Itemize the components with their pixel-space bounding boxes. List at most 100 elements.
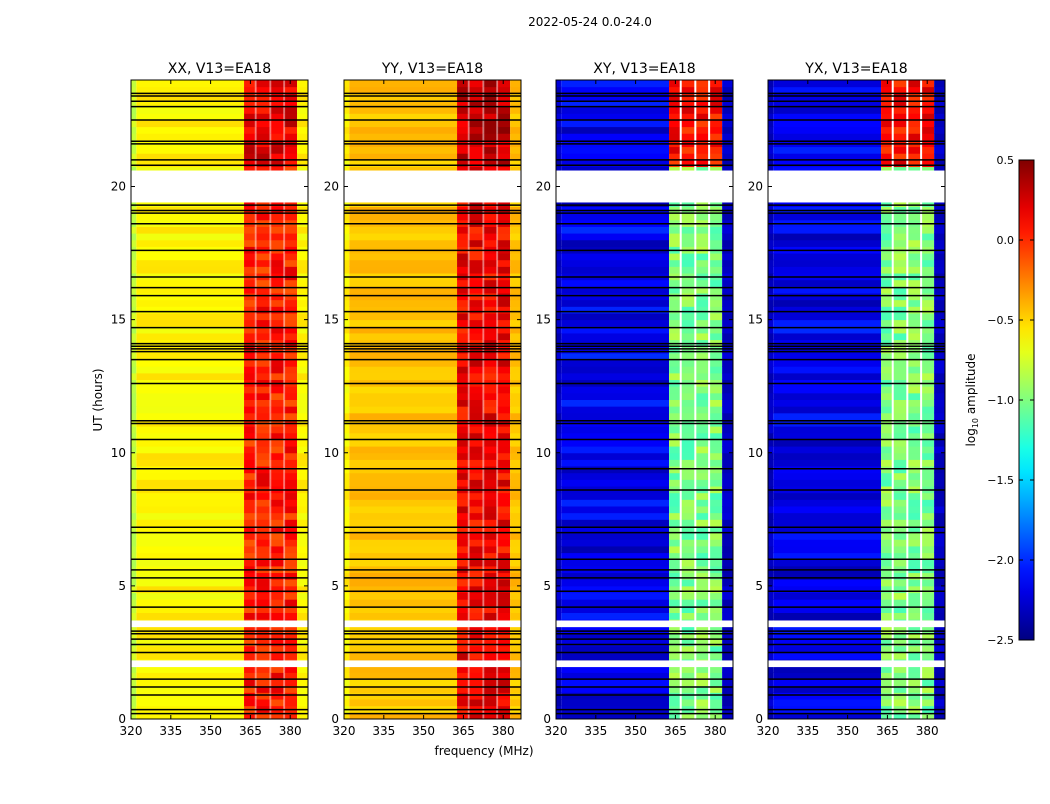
heatmap-cell — [561, 525, 670, 534]
heatmap-cell — [722, 539, 733, 547]
heatmap-cell — [244, 579, 256, 587]
heatmap-cell — [892, 86, 908, 94]
heatmap-cell — [457, 545, 469, 554]
heatmap-cell — [768, 119, 774, 128]
heatmap-cell — [497, 406, 511, 414]
heatmap-cell — [136, 599, 245, 607]
heatmap-cell — [881, 559, 893, 567]
y-tick-label: 10 — [748, 446, 763, 460]
heatmap-cell — [349, 466, 458, 474]
heatmap-cell — [297, 625, 308, 633]
heatmap-cell — [483, 472, 498, 480]
heatmap-cell — [921, 512, 935, 520]
heatmap-cell — [244, 406, 256, 414]
heatmap-cell — [483, 599, 498, 607]
heatmap-cell — [934, 133, 945, 141]
heatmap-cell — [483, 412, 498, 420]
heatmap-cell — [349, 266, 458, 274]
heatmap-cell — [680, 645, 696, 653]
heatmap-cell — [561, 652, 670, 660]
heatmap-cell — [284, 392, 298, 400]
heatmap-cell — [483, 286, 498, 294]
heatmap-cell — [773, 625, 882, 633]
heatmap-cell — [483, 113, 498, 121]
heatmap-cell — [483, 632, 498, 640]
heatmap-cell — [255, 306, 271, 314]
heatmap-cell — [457, 113, 469, 121]
heatmap-cell — [934, 492, 945, 500]
heatmap-cell — [344, 312, 350, 321]
heatmap-cell — [921, 699, 935, 707]
heatmap-cell — [468, 319, 484, 327]
heatmap-cell — [497, 412, 511, 420]
heatmap-cell — [907, 639, 922, 647]
heatmap-cell — [907, 539, 922, 547]
heatmap-cell — [349, 253, 458, 261]
heatmap-cell — [934, 312, 945, 321]
heatmap-cell — [468, 699, 484, 707]
heatmap-cell — [722, 579, 733, 587]
heatmap-cell — [773, 279, 882, 287]
heatmap-cell — [349, 592, 458, 600]
heatmap-cell — [349, 499, 458, 507]
heatmap-cell — [695, 86, 710, 94]
heatmap-cell — [680, 286, 696, 294]
heatmap-cell — [255, 572, 271, 580]
heatmap-cell — [255, 685, 271, 693]
heatmap-cell — [892, 319, 908, 327]
heatmap-cell — [892, 366, 908, 374]
heatmap-cell — [934, 119, 945, 128]
heatmap-cell — [881, 259, 893, 267]
heatmap-cell — [510, 472, 521, 480]
heatmap-cell — [255, 439, 271, 447]
heatmap-cell — [561, 479, 670, 487]
heatmap-cell — [131, 126, 137, 134]
heatmap-cell — [349, 93, 458, 101]
heatmap-cell — [680, 213, 696, 221]
heatmap-cell — [881, 366, 893, 374]
heatmap-cell — [921, 652, 935, 660]
heatmap-cell — [768, 652, 774, 660]
heatmap-cell — [934, 406, 945, 414]
heatmap-cell — [669, 213, 681, 221]
heatmap-cell — [934, 559, 945, 567]
heatmap-cell — [468, 406, 484, 414]
heatmap-cell — [709, 439, 723, 447]
heatmap-cell — [680, 685, 696, 693]
heatmap-cell — [510, 592, 521, 600]
heatmap-cell — [284, 679, 298, 687]
heatmap-cell — [136, 352, 245, 361]
heatmap-cell — [680, 312, 696, 321]
heatmap-cell — [695, 712, 710, 720]
heatmap-cell — [349, 632, 458, 640]
heatmap-cell — [297, 679, 308, 687]
heatmap-cell — [709, 113, 723, 121]
heatmap-cell — [709, 625, 723, 633]
heatmap-cell — [934, 266, 945, 274]
heatmap-cell — [468, 119, 484, 128]
heatmap-cell — [561, 545, 670, 554]
heatmap-cell — [344, 579, 350, 587]
heatmap-cell — [270, 406, 285, 414]
heatmap-cell — [768, 299, 774, 307]
heatmap-cell — [934, 679, 945, 687]
heatmap-cell — [669, 665, 681, 673]
heatmap-cell — [907, 605, 922, 613]
heatmap-cell — [483, 459, 498, 467]
heatmap-cell — [510, 512, 521, 520]
heatmap-cell — [349, 685, 458, 693]
heatmap-cell — [255, 532, 271, 540]
heatmap-cell — [297, 386, 308, 394]
heatmap-cell — [907, 472, 922, 480]
heatmap-cell — [284, 572, 298, 580]
heatmap-cell — [768, 113, 774, 121]
heatmap-cell — [457, 512, 469, 520]
heatmap-cell — [556, 426, 562, 434]
heatmap-cell — [695, 479, 710, 487]
heatmap-cell — [561, 306, 670, 314]
heatmap-cell — [457, 133, 469, 141]
heatmap-cell — [497, 466, 511, 474]
heatmap-cell — [695, 319, 710, 327]
heatmap-cell — [561, 612, 670, 620]
heatmap-cell — [136, 652, 245, 660]
